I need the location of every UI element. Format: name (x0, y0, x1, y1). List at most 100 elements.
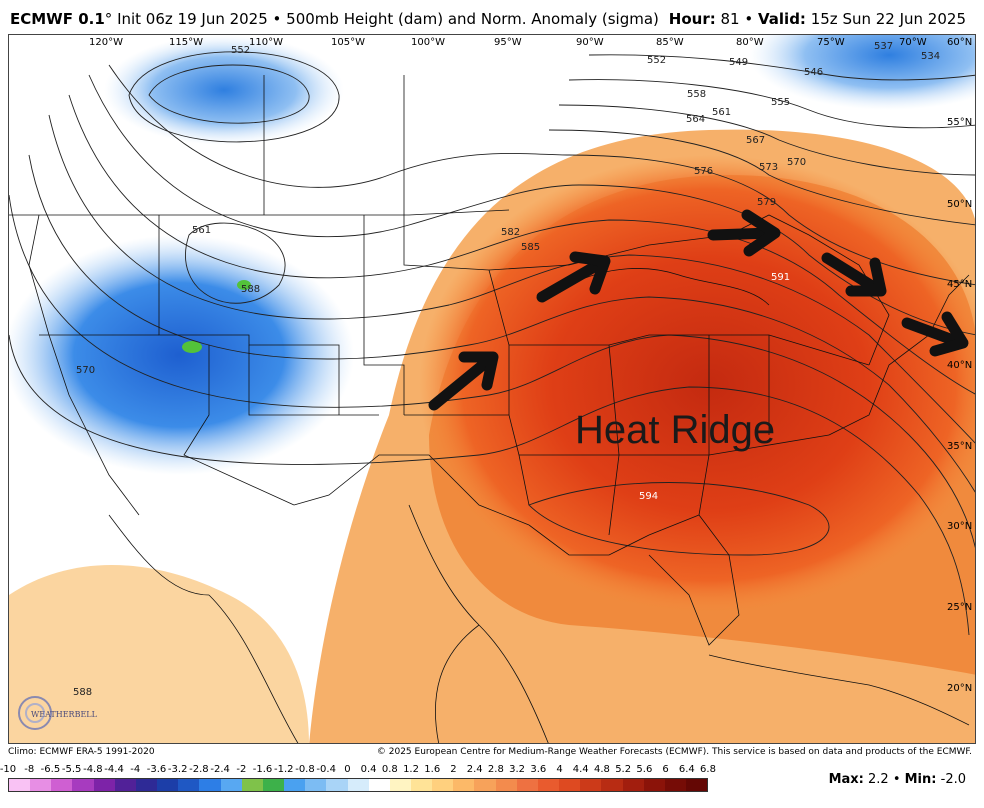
arrow-icon (707, 209, 781, 257)
latitude-labels: 55°N 50°N 45°N 40°N 35°N 30°N 25°N 20°N (947, 117, 972, 694)
green-anomaly-spot-2 (182, 341, 202, 353)
contour-label: 534 (921, 51, 940, 62)
contour-label: 588 (241, 284, 260, 295)
scale-swatch (516, 779, 538, 791)
scale-tick-label: 1.6 (424, 764, 441, 775)
arrow-icon (821, 252, 887, 297)
heat-ridge-core (419, 155, 975, 615)
climo-note: Climo: ECMWF ERA-5 1991-2020 (8, 747, 155, 757)
scale-swatch (284, 779, 306, 791)
scale-swatch (474, 779, 496, 791)
scale-tick-label: -0.4 (316, 764, 336, 775)
ne-canada-trough-anomaly (749, 35, 975, 110)
green-anomaly-spot-1 (237, 280, 251, 290)
hour-value: 81 (720, 10, 740, 28)
lat-label: 45°N (947, 279, 972, 290)
contour-label: 582 (501, 227, 520, 238)
scale-tick-label: -1.6 (252, 764, 273, 775)
lon-label: 105°W (331, 37, 365, 48)
scale-tick-label: 2 (450, 764, 457, 775)
scale-swatch (220, 779, 242, 791)
scale-swatch (410, 779, 433, 791)
weather-map: 120°W 115°W 110°W 105°W 100°W 95°W 90°W … (8, 34, 976, 744)
contour-label: 585 (521, 242, 540, 253)
scale-swatch (241, 779, 263, 791)
scale-tick-label: 5.6 (636, 764, 653, 775)
scale-tick-label: 4.4 (572, 764, 589, 775)
contour-labels: 552 552 549 546 537 534 555 558 561 564 … (73, 41, 940, 698)
lat-label: 25°N (947, 602, 972, 613)
scale-tick-label: 2.8 (487, 764, 504, 775)
scale-tick-label: 0.8 (381, 764, 398, 775)
scale-swatch (30, 779, 52, 791)
longitude-labels: 120°W 115°W 110°W 105°W 100°W 95°W 90°W … (89, 37, 972, 48)
contour-label: 555 (771, 97, 790, 108)
scale-tick-label: -8 (24, 764, 35, 775)
contour-label: 594 (639, 491, 658, 502)
scale-swatch (114, 779, 136, 791)
scale-tick-label: 0 (344, 764, 351, 775)
lon-label: 80°W (736, 37, 764, 48)
scale-swatch (157, 779, 179, 791)
contour-label: 564 (686, 114, 705, 125)
min-value: -2.0 (940, 772, 966, 787)
scale-swatch (622, 779, 644, 791)
init-time: Init 06z 19 Jun 2025 (117, 10, 268, 28)
scale-swatch (495, 779, 517, 791)
valid-time-block: Hour: 81 • Valid: 15z Sun 22 Jun 2025 (668, 10, 966, 28)
copyright-note: © 2025 European Centre for Medium-Range … (376, 747, 972, 757)
scale-tick-label: -3.6 (146, 764, 167, 775)
scale-tick-label: 5.2 (615, 764, 632, 775)
scale-swatch (51, 779, 73, 791)
max-min-readout: Max: 2.2 • Min: -2.0 (828, 772, 966, 787)
scale-swatch (93, 779, 115, 791)
arrow-icon (536, 251, 611, 303)
height-contours (9, 51, 975, 636)
nw-canada-trough-anomaly (104, 35, 344, 145)
lat-label: 35°N (947, 441, 972, 452)
lon-label: 110°W (249, 37, 283, 48)
lon-label: 120°W (89, 37, 123, 48)
map-svg: 120°W 115°W 110°W 105°W 100°W 95°W 90°W … (9, 35, 975, 743)
lon-label: 115°W (169, 37, 203, 48)
lon-label: 75°W (817, 37, 845, 48)
scale-swatch (305, 779, 327, 791)
scale-tick-label: 4.8 (593, 764, 610, 775)
contour-label: 570 (787, 157, 806, 168)
scale-bar (8, 778, 708, 792)
scale-tick-label: -2.8 (189, 764, 209, 775)
arrow-icon (428, 351, 499, 411)
chart-title: ECMWF 0.1° Init 06z 19 Jun 2025 • 500mb … (10, 10, 659, 28)
lon-label: 90°W (576, 37, 604, 48)
scale-swatch (368, 779, 390, 791)
scale-swatch (389, 779, 411, 791)
contour-label: 588 (73, 687, 92, 698)
scale-tick-label: -3.2 (167, 764, 188, 775)
scale-swatch (178, 779, 200, 791)
scale-tick-label: 6.4 (678, 764, 695, 775)
western-trough-anomaly (9, 235, 354, 475)
scale-swatch (199, 779, 221, 791)
scale-swatch (601, 779, 623, 791)
scale-tick-label: 4 (556, 764, 563, 775)
contour-label: 576 (694, 166, 713, 177)
scale-swatch (686, 779, 708, 791)
lat-label: 50°N (947, 199, 972, 210)
model-name: ECMWF 0.1 (10, 10, 105, 28)
contour-label: 552 (231, 45, 250, 56)
scale-tick-label: 6.8 (700, 764, 716, 775)
scale-tick-label: 0.4 (360, 764, 377, 775)
anomaly-color-scale: -10 -8 -6.5 -5.5 -4.8 -4.4 -4 -3.6 -3.2 -2.8 -2.4-… (0, 764, 716, 792)
scale-tick-label: -0.8 (295, 764, 315, 775)
sw-warm-region (9, 565, 309, 743)
scale-tick-label: 3.6 (530, 764, 547, 775)
scale-swatch (347, 779, 369, 791)
flow-arrows (428, 209, 969, 411)
lat-label: 30°N (947, 521, 972, 532)
scale-swatch (559, 779, 581, 791)
max-value: 2.2 (868, 772, 889, 787)
valid-value: 15z Sun 22 Jun 2025 (810, 10, 966, 28)
product-name: 500mb Height (dam) and Norm. Anomaly (si… (286, 10, 659, 28)
lon-label: 100°W (411, 37, 445, 48)
contour-label: 573 (759, 162, 778, 173)
